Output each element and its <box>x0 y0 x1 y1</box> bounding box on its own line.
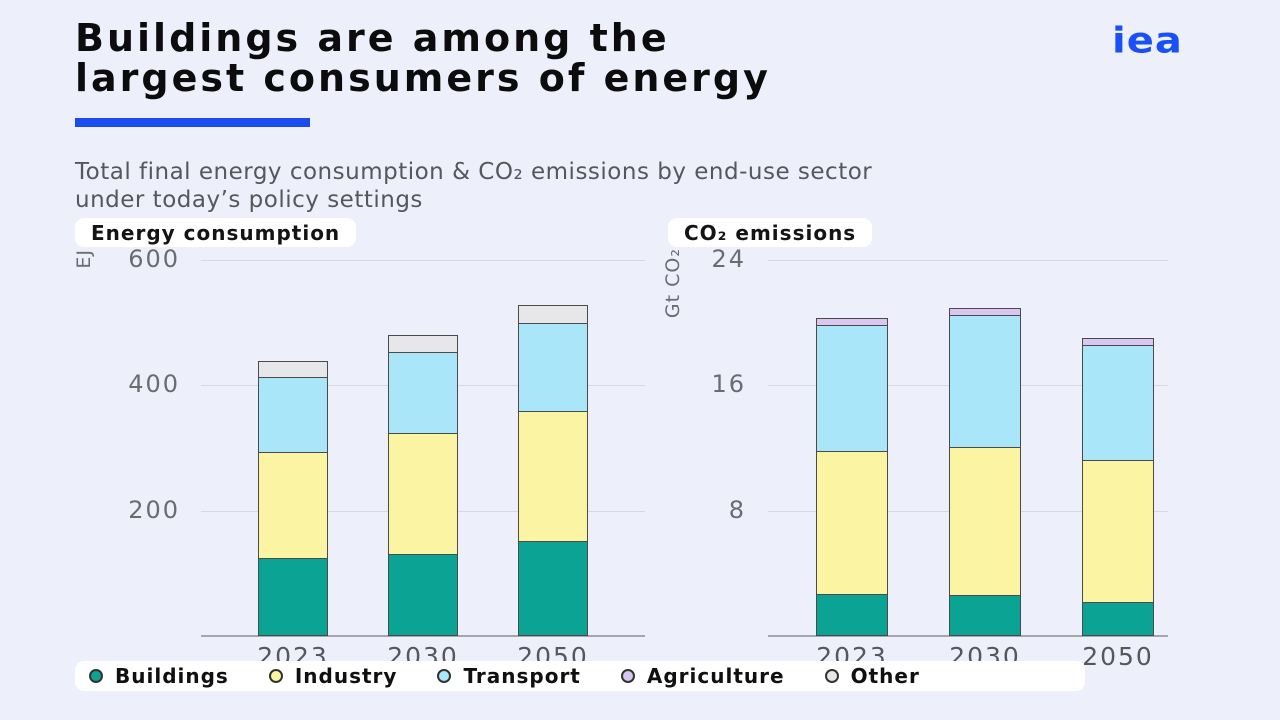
y-tick-label: 16 <box>711 370 746 399</box>
gridline <box>201 260 645 261</box>
stacked-bar-2050 <box>1082 338 1154 636</box>
bar-segment-industry <box>949 447 1021 596</box>
bar-segment-industry <box>388 433 458 555</box>
legend-item-industry: Industry <box>268 664 398 688</box>
y-tick-label: 200 <box>128 495 180 524</box>
bar-segment-buildings <box>388 554 458 636</box>
stacked-bar-2030 <box>388 335 458 636</box>
chart-title-text: CO₂ emissions <box>684 220 857 245</box>
legend-label: Buildings <box>115 664 229 688</box>
bar-segment-buildings <box>816 594 888 636</box>
plot-area <box>768 260 1168 637</box>
legend-item-other: Other <box>824 664 920 688</box>
x-axis-line <box>201 635 645 637</box>
bar-segment-other <box>518 305 588 324</box>
y-tick-label: 8 <box>728 495 746 524</box>
chart-legend: Buildings Industry Transport Agriculture Oth… <box>75 661 1085 691</box>
chart-title-badge-energy: Energy consumption <box>75 218 357 247</box>
bar-segment-transport <box>388 352 458 434</box>
subtitle-line-2: under today’s policy settings <box>75 187 423 213</box>
plot-area <box>201 260 645 637</box>
legend-item-transport: Transport <box>437 664 580 688</box>
y-axis-unit-ej: EJ <box>73 249 95 269</box>
bar-segment-buildings <box>1082 602 1154 636</box>
x-tick-label: 2050 <box>1082 642 1154 671</box>
other-swatch-icon <box>824 669 839 683</box>
y-tick-label: 400 <box>128 370 180 399</box>
legend-item-agriculture: Agriculture <box>620 664 785 688</box>
chart-title-badge-co2: CO₂ emissions <box>668 218 873 247</box>
bar-segment-buildings <box>258 558 328 636</box>
agriculture-swatch-icon <box>620 669 635 683</box>
stacked-bar-2023 <box>258 361 328 636</box>
bar-segment-other <box>388 335 458 353</box>
bar-segment-industry <box>1082 460 1154 603</box>
title-line-2: largest consumers of energy <box>75 56 771 100</box>
gridline <box>768 260 1168 261</box>
legend-label: Transport <box>463 664 581 688</box>
bar-segment-transport <box>949 315 1021 448</box>
bar-segment-transport <box>816 325 888 452</box>
bar-segment-transport <box>1082 345 1154 461</box>
bar-segment-buildings <box>949 595 1021 636</box>
y-tick-label: 600 <box>128 245 180 273</box>
industry-swatch-icon <box>268 669 283 683</box>
title-underline-accent <box>75 118 310 127</box>
bar-segment-transport <box>258 377 328 453</box>
bar-segment-industry <box>258 452 328 559</box>
stacked-bar-2050 <box>518 305 588 636</box>
bar-segment-buildings <box>518 541 588 636</box>
legend-label: Industry <box>294 664 398 688</box>
legend-label: Other <box>850 664 920 688</box>
subtitle-line-1: Total final energy consumption & CO₂ emi… <box>75 159 873 185</box>
transport-swatch-icon <box>437 669 452 683</box>
legend-item-buildings: Buildings <box>89 664 229 688</box>
stacked-bar-2030 <box>949 308 1021 636</box>
chart-title-text: Energy consumption <box>91 220 341 245</box>
bar-segment-industry <box>816 451 888 595</box>
iea-logo: iea <box>1112 20 1183 62</box>
bar-segment-transport <box>518 323 588 412</box>
bar-segment-other <box>258 361 328 378</box>
stacked-bar-2023 <box>816 318 888 636</box>
buildings-swatch-icon <box>89 669 103 683</box>
x-axis-line <box>768 635 1168 637</box>
bar-segment-industry <box>518 411 588 542</box>
y-tick-label: 24 <box>711 245 746 273</box>
legend-label: Agriculture <box>646 664 785 688</box>
page-title: Buildings are among the largest consumers… <box>75 18 771 98</box>
title-line-1: Buildings are among the <box>75 16 670 60</box>
chart-subtitle: Total final energy consumption & CO₂ emi… <box>75 158 872 214</box>
